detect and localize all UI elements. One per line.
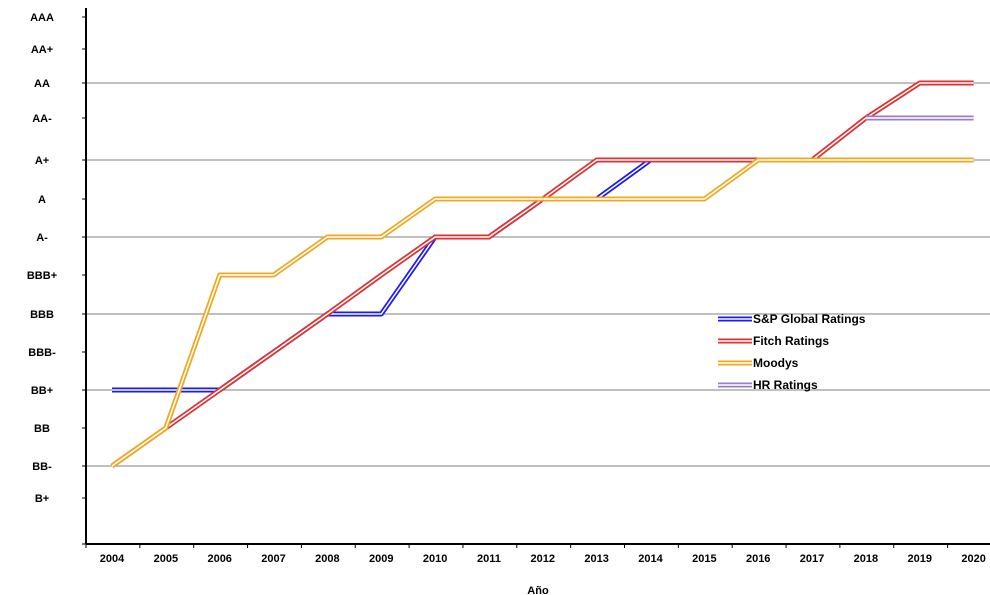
y-tick-label: A: [38, 194, 46, 206]
y-tick-label: B+: [35, 493, 49, 505]
y-tick-label: AA: [34, 78, 50, 90]
legend: S&P Global Ratings Fitch Ratings Moodys HR …: [718, 312, 866, 392]
moodys-line-inner: [111, 159, 974, 467]
legend-label-hr-ratings: HR Ratings: [753, 378, 818, 392]
x-axis-tick-labels: 2004 2005 2006 2007 2008 2009 2010 2011 2012 2013…: [100, 553, 986, 565]
y-tick-label: BB-: [32, 461, 52, 473]
y-tick-label: BBB-: [28, 347, 56, 359]
x-tick-label: 2018: [854, 553, 878, 565]
x-tick-label: 2007: [261, 553, 285, 565]
x-tick-label: 2020: [961, 553, 985, 565]
x-tick-label: 2005: [154, 553, 178, 565]
x-tick-label: 2011: [477, 553, 501, 565]
x-tick-label: 2016: [746, 553, 770, 565]
x-tick-label: 2004: [100, 553, 125, 565]
x-axis-title: Año: [527, 585, 549, 595]
y-tick-label: AA-: [32, 113, 52, 125]
legend-label-moodys: Moodys: [753, 356, 799, 370]
x-tick-label: 2015: [692, 553, 716, 565]
x-tick-label: 2010: [423, 553, 447, 565]
x-tick-label: 2013: [584, 553, 608, 565]
y-tick-label: BBB+: [27, 270, 57, 282]
y-tick-label: BB: [34, 423, 50, 435]
x-tick-label: 2006: [207, 553, 231, 565]
x-tick-label: 2009: [369, 553, 393, 565]
y-tick-label: A-: [36, 232, 48, 244]
x-tick-label: 2019: [908, 553, 932, 565]
y-tick-label: BBB: [30, 309, 54, 321]
series-lines: [110, 80, 974, 469]
legend-label-fitch-ratings: Fitch Ratings: [753, 334, 829, 348]
x-tick-label: 2008: [315, 553, 339, 565]
y-tick-label: AA+: [31, 44, 53, 56]
x-tick-label: 2017: [800, 553, 824, 565]
x-tick-label: 2014: [638, 553, 663, 565]
x-tick-label: 2012: [531, 553, 555, 565]
legend-label-s-p-global-ratings: S&P Global Ratings: [753, 312, 866, 326]
y-tick-label: BB+: [31, 385, 53, 397]
y-tick-label: AAA: [30, 12, 54, 24]
y-tick-label: A+: [35, 155, 49, 167]
gridlines: [86, 82, 990, 467]
axes: [82, 8, 990, 548]
